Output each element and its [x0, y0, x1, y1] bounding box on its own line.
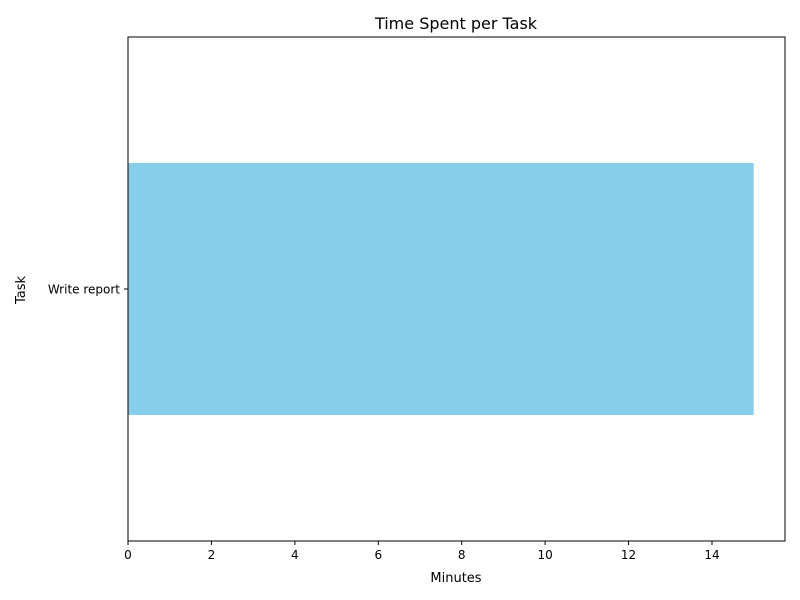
x-tick-label: 6 [374, 548, 382, 562]
x-tick-label: 0 [124, 548, 132, 562]
chart-title: Time Spent per Task [374, 14, 538, 33]
y-axis-label: Task [14, 276, 29, 306]
x-tick-label: 8 [458, 548, 466, 562]
x-tick-label: 14 [704, 548, 719, 562]
x-tick-label: 4 [291, 548, 299, 562]
x-tick-label: 12 [621, 548, 636, 562]
x-tick-label: 2 [208, 548, 216, 562]
bar [128, 163, 754, 415]
plot-area: Write report 0 2 4 6 8 10 12 14 [48, 36, 786, 562]
x-tick-label: 10 [538, 548, 553, 562]
x-axis-label: Minutes [430, 571, 481, 586]
plot-frame [127, 36, 786, 542]
y-tick-label: Write report [48, 283, 120, 297]
